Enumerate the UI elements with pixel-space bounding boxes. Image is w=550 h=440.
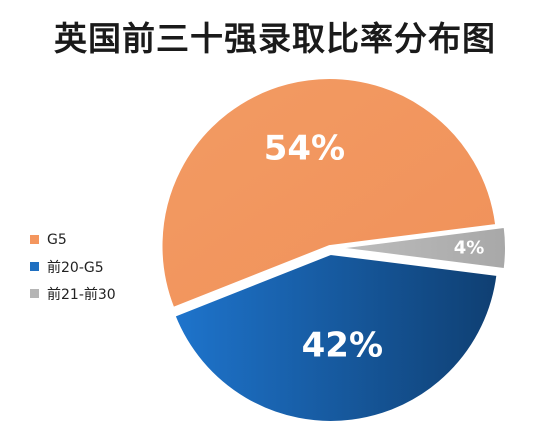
slice-g5 (160, 77, 498, 310)
legend-item-g5: G5 (30, 226, 116, 253)
legend-item-top21-30: 前21-前30 (30, 280, 116, 307)
legend-swatch-g5 (30, 235, 39, 244)
data-label-top21-30: 4% (454, 238, 485, 259)
legend-label-top20-g5: 前20-G5 (47, 259, 104, 276)
legend-label-top21-30: 前21-前30 (47, 286, 116, 303)
data-label-g5: 54% (264, 128, 345, 168)
legend-label-g5: G5 (47, 231, 67, 248)
data-label-top20-g5: 42% (302, 326, 383, 366)
pie-slices: 4% 42% 54% (160, 77, 507, 423)
slice-top21-30 (337, 225, 507, 271)
slice-top20-g5 (173, 252, 499, 423)
chart-title: 英国前三十强录取比率分布图 (54, 19, 496, 58)
legend-item-top20-g5: 前20-G5 (30, 253, 116, 280)
legend: G5 前20-G5 前21-前30 (30, 226, 116, 307)
legend-swatch-top21-30 (30, 289, 39, 298)
legend-swatch-top20-g5 (30, 262, 39, 271)
